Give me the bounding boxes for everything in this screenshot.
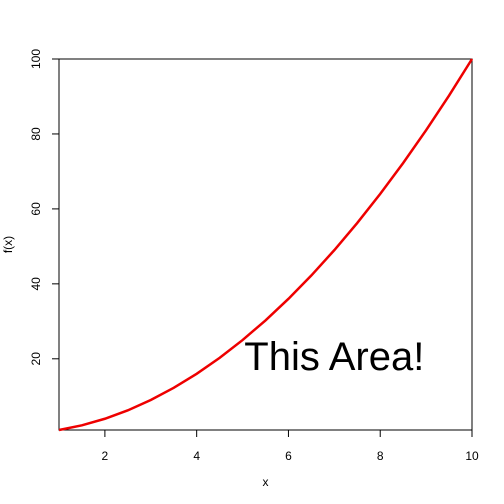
- x-tick-label: 10: [465, 449, 479, 463]
- y-tick-label: 60: [29, 202, 43, 216]
- x-axis-label: x: [263, 475, 269, 489]
- x-tick-label: 8: [377, 449, 384, 463]
- y-axis-label: f(x): [1, 236, 15, 253]
- x-tick-label: 4: [193, 449, 200, 463]
- plot-box: [58, 58, 473, 431]
- series-line-x-squared: [58, 58, 474, 432]
- y-axis: 20 40 60 80 100: [29, 49, 59, 366]
- x-tick-label: 2: [102, 449, 109, 463]
- y-tick-label: 80: [29, 127, 43, 141]
- x-axis: 2 4 6 8 10: [102, 430, 479, 463]
- y-tick-label: 20: [29, 352, 43, 366]
- y-tick-label: 100: [29, 49, 43, 69]
- x-tick-label: 6: [285, 449, 292, 463]
- annotation-this-area: This Area!: [244, 335, 424, 379]
- y-tick-label: 40: [29, 277, 43, 291]
